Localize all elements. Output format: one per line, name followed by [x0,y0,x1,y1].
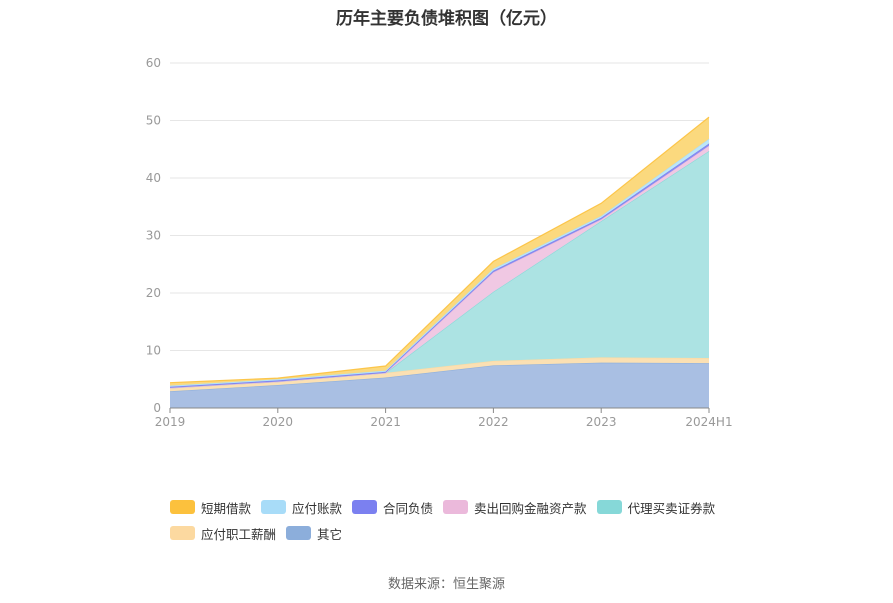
y-tick-label: 10 [146,344,161,358]
area-line-应付账款 [169,138,710,387]
legend-swatch [352,500,378,514]
legend-swatch [170,500,195,514]
legend-swatch [443,500,469,514]
area-line-合同负债 [169,143,710,388]
legend-label: 代理买卖证券款 [627,500,716,516]
y-tick-label: 0 [153,401,161,415]
legend-label: 应付职工薪酬 [201,526,277,542]
legend-item[interactable]: 应付账款 [261,498,342,517]
x-axis-tick-labels: 2019 2020 2021 2022 2023 2024H1 [155,415,733,429]
legend-item[interactable]: 代理买卖证券款 [596,498,716,517]
y-tick-label: 30 [146,229,161,243]
legend-row: 应付职工薪酬 其它 [170,520,770,546]
y-tick-label: 60 [146,56,161,70]
legend: 短期借款 应付账款 合同负债 卖出回购金融资产款 代理买卖证券款 应付职工薪酬 其它 [170,494,770,546]
x-tick-label: 2021 [370,415,401,429]
x-tick-label: 2020 [263,415,294,429]
x-tick-label: 2022 [478,415,509,429]
legend-item[interactable]: 应付职工薪酬 [170,524,276,543]
area-其它 [170,362,709,408]
source-note: 数据来源：恒生聚源 [387,577,505,592]
area-series [169,116,710,408]
x-tick-label: 2019 [155,415,186,429]
x-tick-label: 2024H1 [685,415,732,429]
legend-row: 短期借款 应付账款 合同负债 卖出回购金融资产款 代理买卖证券款 [170,494,770,520]
legend-swatch [170,526,195,540]
legend-item[interactable]: 短期借款 [170,498,251,517]
legend-swatch [261,500,287,514]
legend-label: 其它 [317,526,343,542]
legend-label: 合同负债 [383,500,434,516]
legend-swatch [286,526,312,540]
legend-label: 卖出回购金融资产款 [474,500,587,516]
y-tick-label: 40 [146,171,161,185]
x-tick-label: 2023 [586,415,617,429]
area-代理买卖证券款 [170,151,709,388]
y-tick-label: 50 [146,114,161,128]
chart-title: 历年主要负债堆积图（亿元） [336,9,557,29]
legend-item[interactable]: 卖出回购金融资产款 [443,498,587,517]
axes [169,407,710,413]
legend-label: 应付账款 [292,500,343,516]
y-tick-label: 20 [146,286,161,300]
legend-swatch [596,500,622,514]
area-应付职工薪酬 [170,357,709,392]
legend-label: 短期借款 [201,500,252,516]
y-axis-tick-labels: 0 10 20 30 40 50 60 [146,56,161,415]
area-line-短期借款 [169,116,710,384]
legend-item[interactable]: 其它 [286,524,342,543]
legend-item[interactable]: 合同负债 [352,498,433,517]
